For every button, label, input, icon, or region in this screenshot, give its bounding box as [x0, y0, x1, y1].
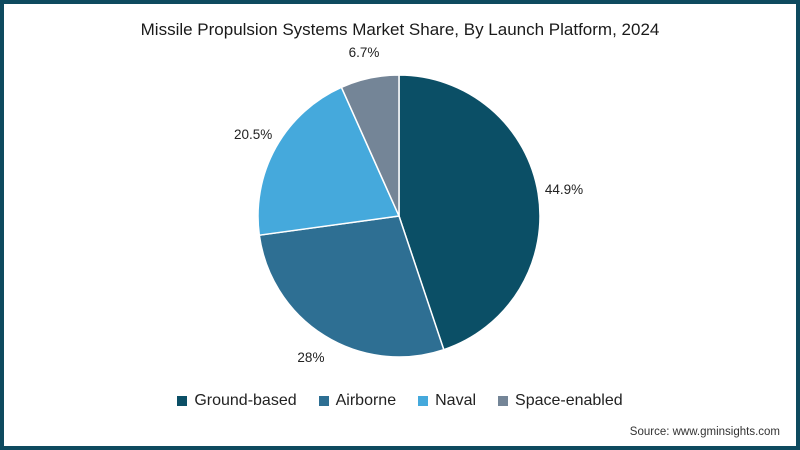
legend-item-airborne: Airborne [318, 392, 397, 410]
legend-swatch-icon [177, 396, 188, 406]
pie-slice-space-enabled [340, 74, 400, 217]
source-note: Source: www.gminsights.com [629, 426, 780, 438]
legend-label: Space-enabled [515, 392, 623, 409]
legend-item-naval: Naval [418, 392, 476, 410]
pie-slice-naval [257, 86, 401, 237]
legend-label: Airborne [335, 392, 397, 409]
chart-title: Missile Propulsion Systems Market Share,… [140, 20, 660, 39]
legend-label: Ground-based [194, 392, 297, 409]
slice-label: 44.9% [544, 181, 584, 197]
legend-swatch-icon [498, 396, 509, 406]
slice-label: 20.5% [233, 127, 273, 143]
legend-item-space-enabled: Space-enabled [498, 392, 623, 410]
slice-label: 28% [297, 350, 325, 366]
legend-swatch-icon [418, 396, 429, 406]
legend: Ground-based Airborne Naval Space-enable… [0, 392, 800, 410]
slice-label: 6.7% [348, 45, 380, 61]
legend-label: Naval [435, 392, 477, 409]
pie-slice-ground-based [398, 74, 541, 351]
pie-slice-airborne [258, 215, 445, 358]
legend-swatch-icon [318, 396, 329, 406]
legend-item-ground-based: Ground-based [177, 392, 297, 410]
